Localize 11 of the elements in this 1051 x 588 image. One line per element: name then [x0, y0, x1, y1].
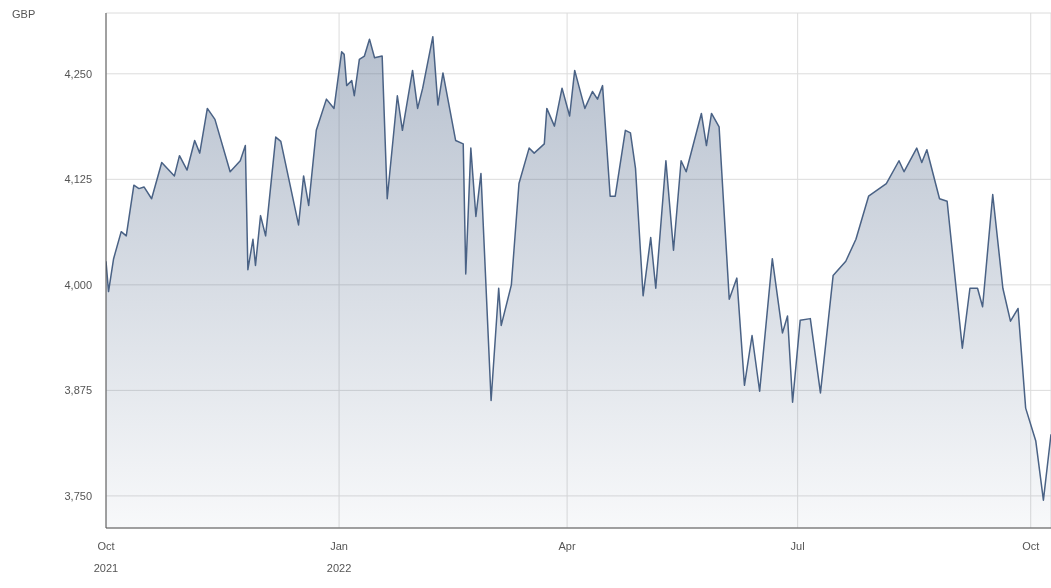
x-tick-label: Oct 2021: [93, 540, 119, 574]
x-tick-label: Apr: [558, 540, 576, 552]
y-tick-label: 4,000: [64, 278, 92, 291]
y-tick-label: 4,125: [64, 173, 92, 186]
x-tick-label: Jul: [790, 540, 805, 552]
y-tick-label: 3,875: [64, 384, 92, 397]
x-tick-label: Oct: [1022, 540, 1040, 552]
y-axis-title: GBP: [12, 8, 36, 20]
y-tick-label: 3,750: [64, 489, 92, 502]
x-tick-label: Jan 2022: [326, 540, 352, 574]
y-tick-label: 4,250: [64, 67, 92, 80]
